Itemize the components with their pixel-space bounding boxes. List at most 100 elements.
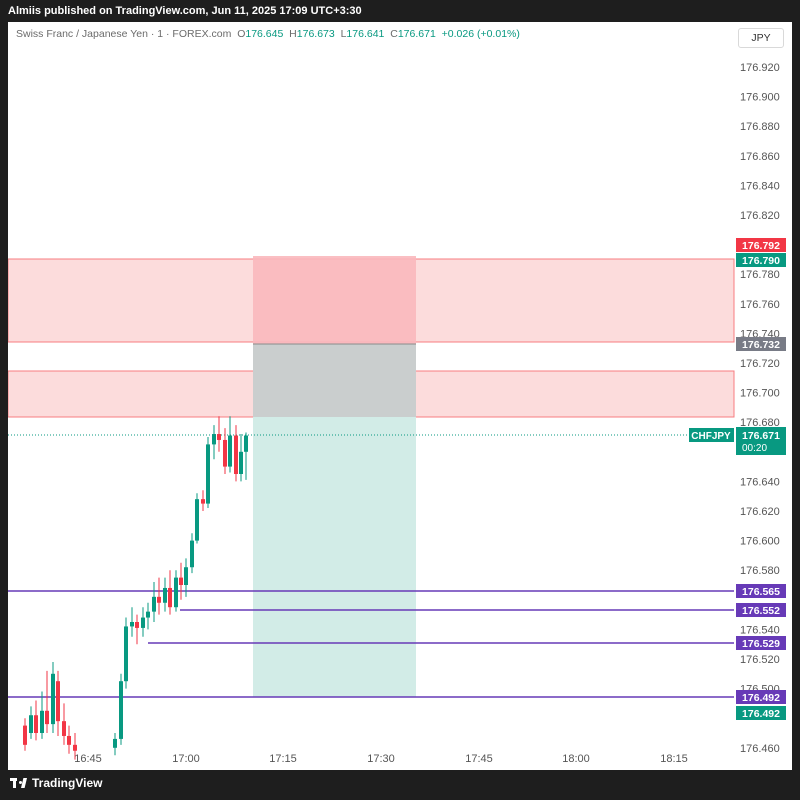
candle-body bbox=[217, 434, 221, 440]
price-axis-label: 176.840 bbox=[740, 180, 780, 192]
sl-price-tag: 176.792 bbox=[742, 240, 780, 252]
candle-body bbox=[40, 710, 44, 733]
price-axis-label: 176.580 bbox=[740, 565, 780, 577]
chart-panel[interactable]: 176.920 176.900 176.880 176.860 176.840 176.8… bbox=[8, 22, 792, 770]
candle-body bbox=[195, 499, 199, 541]
legend-symbol: Swiss Franc / Japanese Yen · 1 · FOREX.c… bbox=[16, 28, 232, 40]
price-axis[interactable]: 176.920 176.900 176.880 176.860 176.840 176.8… bbox=[740, 62, 780, 755]
candle-body bbox=[146, 611, 150, 618]
candle-body bbox=[174, 577, 178, 608]
footer-bar: TradingView bbox=[0, 770, 800, 800]
entry-price-tag: 176.732 bbox=[742, 339, 780, 351]
candle-body bbox=[157, 596, 161, 603]
symbol-tag-bg bbox=[689, 428, 734, 442]
legend-low-label: L bbox=[340, 28, 347, 40]
candle-body bbox=[184, 567, 188, 585]
candle-body bbox=[67, 735, 71, 745]
candle-body bbox=[239, 451, 243, 474]
price-axis-label: 176.680 bbox=[740, 417, 780, 429]
price-axis-label: 176.880 bbox=[740, 121, 780, 133]
price-tags: 176.792 176.790 176.732 176.565 176.552 176.5… bbox=[689, 238, 786, 720]
time-axis-label: 17:45 bbox=[465, 753, 493, 765]
tradingview-brand: TradingView bbox=[32, 776, 103, 790]
price-axis-label: 176.520 bbox=[740, 654, 780, 666]
tp-price-tag-bg bbox=[736, 706, 786, 720]
position-overlap-area bbox=[253, 344, 416, 417]
candle-body bbox=[223, 439, 227, 467]
candle-body bbox=[141, 617, 145, 628]
last-price-tag: 176.671 bbox=[742, 430, 780, 442]
chart-canvas[interactable]: 176.920 176.900 176.880 176.860 176.840 176.8… bbox=[8, 22, 792, 770]
publish-header: Almiis published on TradingView.com, Jun… bbox=[0, 0, 800, 22]
candle-body bbox=[212, 434, 216, 445]
candle-body bbox=[62, 721, 66, 736]
candle-body bbox=[73, 744, 77, 751]
legend-close: 176.671 bbox=[397, 28, 436, 40]
level-1-price-tag-bg bbox=[736, 584, 786, 598]
level-3-price-tag-bg bbox=[736, 636, 786, 650]
level-2-price-tag: 176.552 bbox=[742, 605, 780, 617]
level-1-price-tag: 176.565 bbox=[742, 586, 780, 598]
price-axis-label: 176.920 bbox=[740, 62, 780, 74]
candle-body bbox=[56, 681, 60, 722]
time-axis-label: 17:15 bbox=[269, 753, 297, 765]
legend-low: 176.641 bbox=[346, 28, 385, 40]
candle-body bbox=[29, 715, 33, 733]
time-axis-label: 17:30 bbox=[367, 753, 395, 765]
tp-price-tag: 176.492 bbox=[742, 708, 780, 720]
entry-price-tag-bg bbox=[736, 337, 786, 351]
candle-body bbox=[206, 444, 210, 504]
legend-close-label: C bbox=[390, 28, 398, 40]
candlestick-series bbox=[23, 416, 248, 760]
sl-price-tag-bg bbox=[736, 238, 786, 252]
time-axis-label: 17:00 bbox=[172, 753, 200, 765]
time-axis[interactable]: 16:45 17:00 17:15 17:30 17:45 18:00 18:15 bbox=[74, 753, 688, 765]
candle-body bbox=[135, 622, 139, 628]
price-axis-label: 176.460 bbox=[740, 743, 780, 755]
price-axis-label: 176.860 bbox=[740, 151, 780, 163]
legend-change: +0.026 (+0.01%) bbox=[441, 28, 520, 40]
symbol-tag: CHFJPY bbox=[691, 431, 731, 442]
legend-open: 176.645 bbox=[245, 28, 284, 40]
price-axis-label: 176.620 bbox=[740, 506, 780, 518]
level-4-price-tag-bg bbox=[736, 690, 786, 704]
price-axis-label: 176.760 bbox=[740, 299, 780, 311]
price-axis-label: 176.900 bbox=[740, 92, 780, 104]
price-axis-label: 176.820 bbox=[740, 210, 780, 222]
symbol-legend: Swiss Franc / Japanese Yen · 1 · FOREX.c… bbox=[16, 28, 520, 40]
price-axis-label: 176.600 bbox=[740, 536, 780, 548]
candle-body bbox=[113, 738, 117, 748]
bar-countdown: 00:20 bbox=[742, 443, 767, 454]
candle-body bbox=[228, 435, 232, 467]
candle-body bbox=[124, 626, 128, 682]
candle-body bbox=[234, 435, 238, 474]
price-axis-label: 176.700 bbox=[740, 388, 780, 400]
time-axis-label: 18:00 bbox=[562, 753, 590, 765]
price-axis-label: 176.540 bbox=[740, 624, 780, 636]
level-4-price-tag: 176.492 bbox=[742, 692, 780, 704]
tradingview-logo-icon bbox=[10, 776, 28, 790]
zone-top-price-tag-bg bbox=[736, 253, 786, 267]
legend-high-label: H bbox=[289, 28, 297, 40]
candle-body bbox=[45, 710, 49, 725]
price-axis-label: 176.720 bbox=[740, 358, 780, 370]
last-price-bg bbox=[736, 427, 786, 455]
level-3-price-tag: 176.529 bbox=[742, 638, 780, 650]
candle-body bbox=[34, 715, 38, 733]
candle-body bbox=[244, 435, 248, 452]
candle-body bbox=[190, 540, 194, 568]
tradingview-logo[interactable]: TradingView bbox=[10, 776, 102, 790]
level-2-price-tag-bg bbox=[736, 603, 786, 617]
legend-open-label: O bbox=[237, 28, 246, 40]
price-axis-label: 176.780 bbox=[740, 269, 780, 281]
currency-button[interactable]: JPY bbox=[738, 28, 784, 48]
candle-body bbox=[163, 587, 167, 603]
candle-body bbox=[201, 499, 205, 504]
candle-body bbox=[51, 673, 55, 725]
time-axis-label: 18:15 bbox=[660, 753, 688, 765]
zone-top-price-tag: 176.790 bbox=[742, 255, 780, 267]
candle-body bbox=[179, 577, 183, 585]
candle-body bbox=[152, 596, 156, 612]
position-stop-area[interactable] bbox=[253, 256, 416, 344]
candle-body bbox=[168, 587, 172, 608]
